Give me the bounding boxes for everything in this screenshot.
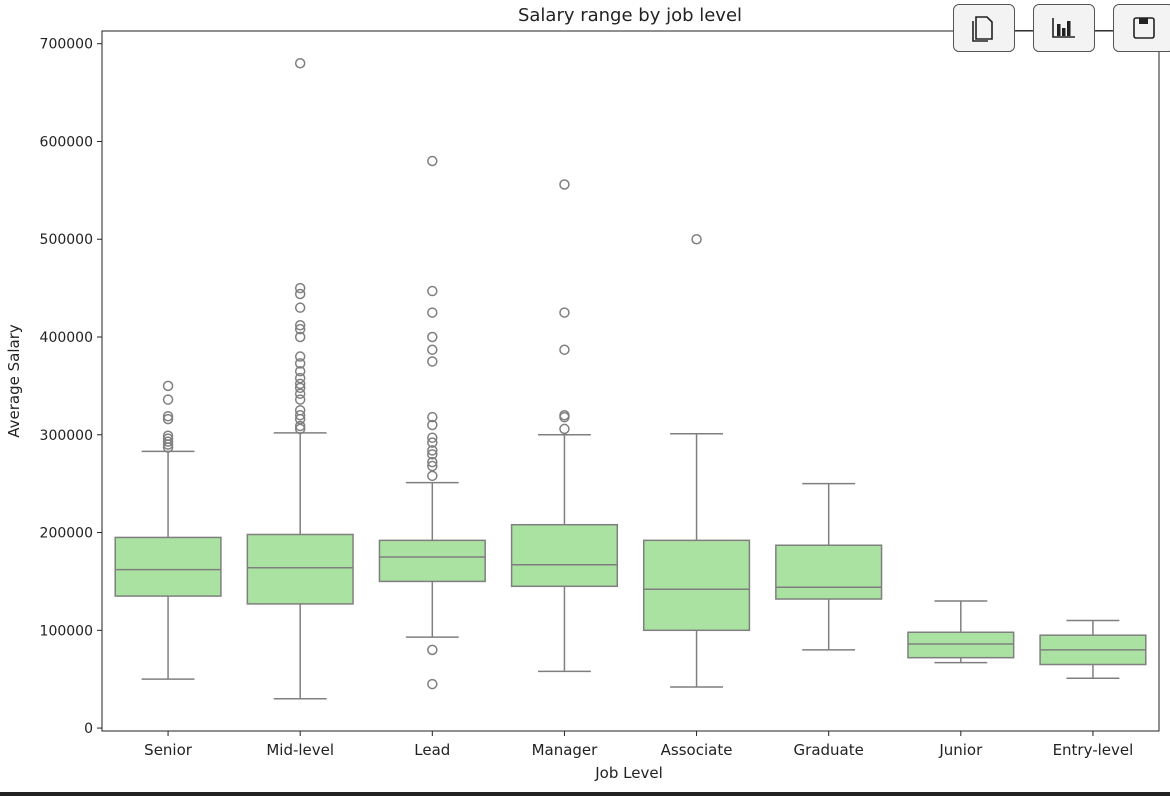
- outlier-point: [427, 460, 438, 472]
- outlier-point: [427, 449, 438, 460]
- x-tick-label: Lead: [414, 741, 450, 759]
- outlier-point: [559, 307, 570, 318]
- x-tick-label: Junior: [938, 741, 983, 759]
- y-tick-label: 100000: [40, 623, 93, 639]
- box-senior: [114, 380, 222, 680]
- y-tick-label: 300000: [40, 428, 93, 444]
- box-manager: [510, 179, 619, 673]
- chart-title: Salary range by job level: [518, 5, 742, 26]
- outlier-point: [162, 430, 174, 441]
- bottom-border: [0, 792, 1170, 796]
- outlier-point: [294, 394, 306, 405]
- x-tick-label: Mid-level: [266, 741, 334, 759]
- toolbar-connector: [1015, 30, 1033, 31]
- plot-frame: [101, 30, 1160, 732]
- outlier-point: [427, 419, 438, 431]
- outlier-point: [427, 356, 438, 367]
- outlier-point: [427, 437, 438, 448]
- outlier-point: [294, 358, 306, 369]
- y-tick-label: 500000: [40, 232, 93, 248]
- iqr-box: [510, 523, 619, 588]
- outlier-point: [294, 423, 306, 435]
- outlier-point: [427, 678, 438, 690]
- outlier-point: [427, 331, 438, 343]
- outlier-point: [691, 233, 702, 245]
- save-icon: [1133, 17, 1155, 39]
- outlier-point: [294, 331, 306, 343]
- iqr-box: [114, 536, 222, 597]
- box-associate: [642, 233, 751, 688]
- outlier-point: [294, 382, 306, 394]
- y-tick-label: 0: [84, 721, 93, 737]
- outlier-point: [427, 445, 438, 456]
- outlier-point: [427, 155, 438, 167]
- iqr-box: [378, 539, 486, 583]
- copy-button[interactable]: [953, 4, 1015, 52]
- iqr-box: [642, 539, 751, 632]
- outlier-point: [294, 320, 306, 331]
- x-axis-label: Job Level: [594, 764, 663, 782]
- iqr-box: [907, 631, 1015, 659]
- box-lead: [378, 155, 486, 690]
- copy-icon: [972, 16, 993, 42]
- outlier-point: [294, 58, 306, 69]
- outlier-point: [162, 436, 174, 447]
- outlier-point: [427, 307, 438, 318]
- outlier-point: [294, 365, 306, 377]
- outlier-point: [162, 433, 174, 444]
- y-axis-label: Average Salary: [5, 324, 23, 438]
- chart-view-button[interactable]: [1033, 4, 1095, 52]
- outlier-point: [559, 344, 570, 355]
- outlier-point: [559, 423, 570, 435]
- outlier-point: [294, 378, 306, 390]
- y-tick-label: 200000: [40, 526, 93, 542]
- outlier-point: [294, 388, 306, 399]
- outlier-point: [294, 372, 306, 384]
- outlier-point: [294, 405, 306, 416]
- outlier-point: [294, 282, 306, 294]
- x-axis: Senior Mid-level Lead Manager Associate Gradu…: [144, 731, 1133, 759]
- outlier-point: [427, 285, 438, 297]
- box-mid-level: [246, 58, 354, 700]
- y-tick-label: 700000: [40, 37, 93, 53]
- x-tick-label: Graduate: [794, 741, 864, 759]
- y-axis: 0 100000 200000 300000 400000 500000 600000 700…: [40, 37, 102, 737]
- outlier-point: [294, 409, 306, 421]
- y-tick-label: 400000: [40, 330, 93, 346]
- outlier-point: [427, 470, 438, 482]
- outlier-point: [427, 411, 438, 423]
- chart-toolbar: [953, 4, 1170, 54]
- boxes-group: [114, 58, 1147, 700]
- x-tick-label: Associate: [661, 741, 733, 759]
- outlier-point: [427, 644, 438, 656]
- outlier-point: [294, 420, 306, 432]
- outlier-point: [294, 323, 306, 335]
- bar-chart-icon: [1052, 18, 1075, 38]
- box-entry-level: [1039, 619, 1147, 679]
- x-tick-label: Senior: [144, 741, 193, 759]
- outlier-point: [559, 409, 570, 421]
- outlier-point: [162, 394, 174, 405]
- outlier-point: [162, 410, 174, 422]
- outlier-point: [427, 456, 438, 468]
- outlier-point: [162, 380, 174, 392]
- iqr-box: [246, 533, 354, 605]
- outlier-point: [162, 413, 174, 425]
- box-graduate: [775, 482, 883, 651]
- outlier-point: [294, 288, 306, 300]
- outlier-point: [559, 179, 570, 190]
- iqr-box: [775, 544, 883, 600]
- save-button[interactable]: [1113, 4, 1170, 52]
- y-tick-label: 600000: [40, 134, 93, 150]
- outlier-point: [294, 302, 306, 313]
- outlier-point: [427, 432, 438, 443]
- toolbar-connector: [1095, 30, 1113, 31]
- outlier-point: [427, 344, 438, 355]
- x-tick-label: Manager: [532, 741, 599, 759]
- outlier-point: [294, 351, 306, 362]
- x-tick-label: Entry-level: [1053, 741, 1134, 759]
- box-junior: [907, 600, 1015, 664]
